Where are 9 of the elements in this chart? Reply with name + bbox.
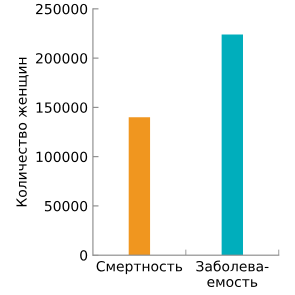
y-tick-label: 150000 — [36, 102, 88, 113]
x-tick-label: Заболева- емость — [196, 260, 268, 288]
y-tick-label: 50000 — [44, 200, 88, 212]
y-axis-title: Количество женщин — [16, 58, 29, 206]
y-tick-label: 250000 — [36, 4, 88, 14]
x-tick-label: Смертность — [96, 260, 182, 274]
y-tick-label: 200000 — [36, 53, 88, 64]
y-tick-label: 100000 — [36, 152, 88, 162]
y-tick-label: 0 — [80, 250, 88, 261]
